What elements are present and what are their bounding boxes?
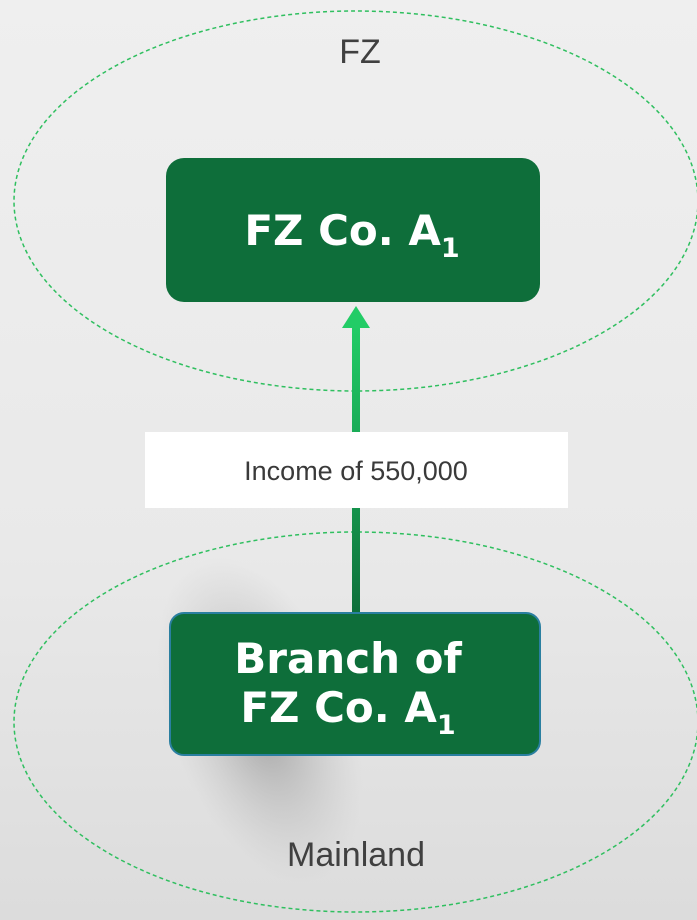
- region-label: Mainland: [287, 836, 425, 874]
- edge-label: Income of 550,000: [244, 456, 468, 486]
- region-label: FZ: [339, 33, 381, 71]
- node-text: FZ Co. A: [244, 206, 441, 255]
- node-text: FZ Co. A: [240, 683, 437, 732]
- diagram: FZ Mainland Income of 550,000 FZ Co. A1 …: [0, 0, 697, 920]
- node-label: Branch of: [234, 634, 462, 683]
- node-subscript: 1: [441, 233, 460, 264]
- page: FZ Mainland Income of 550,000 FZ Co. A1 …: [0, 0, 697, 920]
- node-subscript: 1: [437, 710, 456, 741]
